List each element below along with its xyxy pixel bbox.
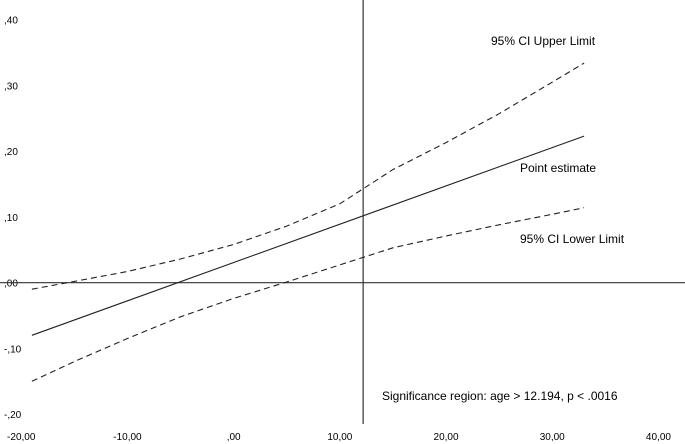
x-tick-label: -20,00: [7, 432, 36, 443]
lower-limit-label: 95% CI Lower Limit: [520, 232, 625, 246]
series-line-95-ci-lower-limit: [31, 207, 585, 382]
series-group: [31, 62, 585, 382]
significance-region-label: Significance region: age > 12.194, p < .…: [382, 389, 618, 403]
x-tick-label: 30,00: [540, 432, 565, 443]
series-line-point-estimate: [31, 135, 585, 336]
y-tick-label: ,00: [4, 279, 18, 290]
y-tick-label: ,30: [4, 81, 18, 92]
point-estimate-label: Point estimate: [520, 161, 596, 175]
y-tick-label: ,40: [4, 16, 18, 27]
upper-limit-label: 95% CI Upper Limit: [491, 34, 596, 48]
x-tick-label: 20,00: [434, 432, 459, 443]
y-tick-label: -,10: [4, 344, 22, 355]
y-tick-label: ,20: [4, 147, 18, 158]
series-line-95-ci-upper-limit: [31, 62, 585, 290]
x-axis-ticks: -20,00 -10,00 ,00 10,00 20,00 30,00 40,00: [7, 432, 671, 443]
y-tick-label: ,10: [4, 213, 18, 224]
y-tick-label: -,20: [4, 410, 22, 421]
y-axis-ticks: ,40 ,30 ,20 ,10 ,00 -,10 -,20: [4, 16, 22, 421]
x-tick-label: ,00: [227, 432, 241, 443]
x-tick-label: 10,00: [327, 432, 352, 443]
x-tick-label: 40,00: [646, 432, 671, 443]
x-tick-label: -10,00: [113, 432, 142, 443]
